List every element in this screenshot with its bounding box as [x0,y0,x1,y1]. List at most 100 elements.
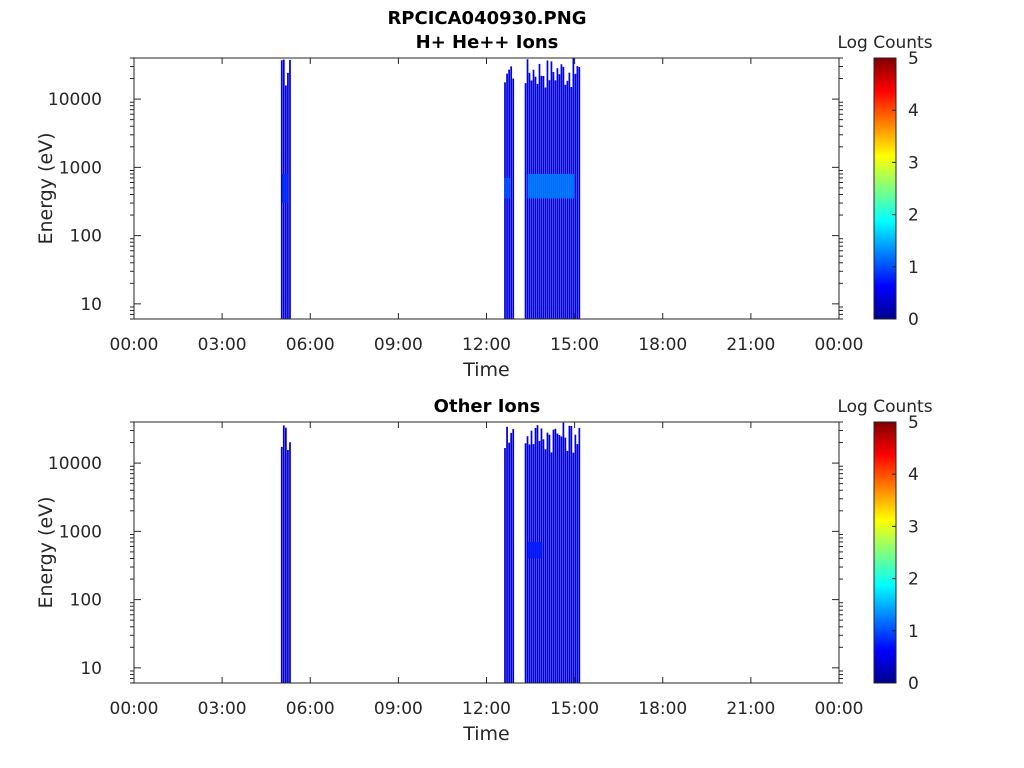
colorbar-tick-label: 4 [908,101,919,121]
colorbar-label: Log Counts [837,33,932,53]
y-tick-label: 10000 [48,90,102,110]
data-column [552,429,555,683]
y-tick-label: 100 [70,227,102,247]
x-tick-label: 00:00 [815,335,864,355]
data-column [554,428,557,683]
data-column [524,443,527,683]
data-enhancement [527,541,543,559]
y-axis-label: Energy (eV) [35,132,57,244]
x-tick-label: 09:00 [374,335,423,355]
data-column [548,80,551,319]
x-tick-label: 09:00 [374,699,423,719]
colorbar-tick-label: 3 [908,153,919,173]
data-column [526,59,529,320]
data-column [558,434,561,683]
colorbar-tick-label: 5 [908,49,919,69]
x-tick-label: 18:00 [638,699,687,719]
spectrogram-data [280,58,581,320]
data-column [542,439,545,683]
colorbar-label: Log Counts [837,397,932,417]
colorbar-tick-label: 1 [908,258,919,278]
data-column [578,427,581,683]
data-column [568,425,571,683]
x-axis-label: Time [462,723,510,745]
data-column [574,434,577,683]
data-column [566,80,569,319]
x-tick-label: 00:00 [110,335,159,355]
data-column [564,84,567,319]
colorbar-tick-label: 0 [908,310,919,330]
y-tick-label: 10 [80,659,102,679]
data-column [536,83,539,320]
plot-area [134,422,839,683]
x-tick-label: 21:00 [726,699,775,719]
data-column [564,437,567,683]
x-tick-label: 03:00 [198,335,247,355]
data-column [530,80,533,320]
y-axis-label: Energy (eV) [35,496,57,608]
data-column [576,66,579,319]
data-column [289,442,291,683]
data-column [512,429,515,683]
colorbar-tick-label: 0 [908,674,919,694]
data-column [560,436,563,683]
data-column [532,444,535,683]
data-column [548,434,551,683]
data-column [544,449,547,683]
panel-title: H+ He++ Ions [416,32,559,53]
data-column [508,442,510,683]
y-tick-label: 10 [80,295,102,315]
panel-other-ions: Other Ions 00:00 03:00 06:00 09:00 12:00 15:00… [35,396,933,745]
colorbar-tick-label: 3 [908,517,919,537]
panel-title: Other Ions [434,396,541,417]
x-tick-label: 21:00 [726,335,775,355]
y-tick-label: 10000 [48,454,102,474]
y-tick-label: 1000 [59,158,102,178]
data-column [506,426,508,683]
colorbar-tick-label: 5 [908,413,919,433]
y-tick-label: 1000 [59,522,102,542]
figure-title: RPCICA040930.PNG [387,8,586,29]
colorbar-tick-label: 2 [908,570,919,590]
data-column [289,59,291,320]
data-column [526,436,529,683]
data-column [282,425,285,683]
x-tick-label: 00:00 [815,699,864,719]
data-column [287,449,289,683]
x-axis-label: Time [462,359,510,381]
data-column [572,452,575,683]
data-column [570,425,573,683]
x-tick-label: 06:00 [286,699,335,719]
spectrogram-data [280,422,581,683]
data-column [528,444,531,683]
data-column [280,60,283,319]
data-column [280,446,283,683]
x-tick-label: 12:00 [462,699,511,719]
x-tick-label: 00:00 [110,699,159,719]
data-column [576,444,579,683]
data-column [556,433,559,683]
data-column [554,80,557,319]
x-tick-label: 12:00 [462,335,511,355]
data-column [512,78,515,319]
data-column [566,450,569,683]
data-enhancement [504,177,510,199]
data-column [578,67,581,319]
data-enhancement [282,173,289,204]
colorbar-tick-label: 2 [908,206,919,226]
data-enhancement [527,173,575,199]
x-tick-label: 18:00 [638,335,687,355]
data-column [574,73,577,320]
data-column [510,433,513,683]
data-column [570,86,573,320]
y-tick-label: 100 [70,591,102,611]
colorbar-tick-label: 4 [908,465,919,485]
colorbar [873,57,897,320]
x-tick-label: 03:00 [198,699,247,719]
colorbar-tick-label: 1 [908,622,919,642]
x-tick-label: 15:00 [550,335,599,355]
data-column [510,66,513,319]
colorbar [873,421,897,684]
panel-h-he-ions: H+ He++ Ions 00:00 03:00 06:00 09:00 12:00 15:… [35,32,933,381]
data-column [538,440,541,683]
